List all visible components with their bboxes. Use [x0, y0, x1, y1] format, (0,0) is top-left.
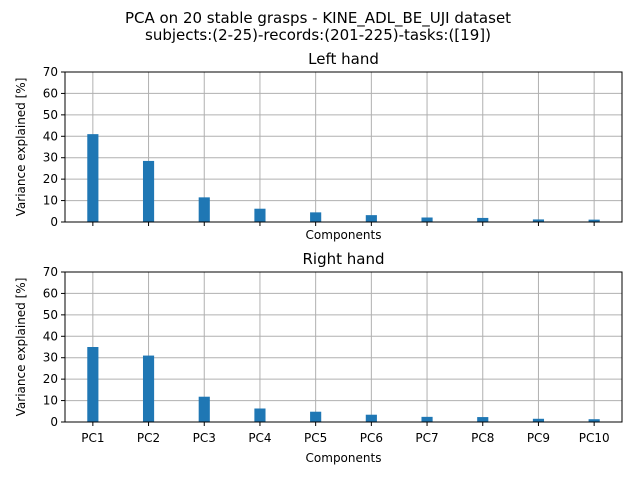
left-hand-ytick-label: 30 — [43, 151, 58, 165]
left-hand-bar-pc9 — [532, 219, 545, 222]
right-hand-xtick-label-pc4: PC4 — [248, 431, 271, 445]
left-hand-ytick-label: 60 — [43, 86, 58, 100]
left-hand-ytick-label: 50 — [43, 108, 58, 122]
left-hand-ytick-label: 20 — [43, 172, 58, 186]
right-hand-bar-pc10 — [588, 419, 600, 422]
right-hand-bar-pc7 — [421, 416, 433, 422]
right-hand-xtick-label-pc3: PC3 — [193, 431, 216, 445]
left-hand-bar-pc7 — [421, 217, 433, 222]
left-hand-axes-frame — [64, 71, 623, 223]
right-hand-bar-pc3 — [198, 396, 210, 422]
right-hand-xtick-label-pc10: PC10 — [579, 431, 610, 445]
figure-suptitle-line1: PCA on 20 stable grasps - KINE_ADL_BE_UJ… — [125, 9, 511, 28]
left-hand-bar-pc4 — [254, 208, 266, 222]
right-hand-panel: 0 10 20 30 40 50 60 70 PC1 PC2 PC3 PC4 PC5 PC6 PC7 PC8 P… — [14, 250, 623, 465]
left-hand-panel: 0 10 20 30 40 50 60 70 Left hand Components Varian… — [14, 50, 623, 242]
right-hand-bar-pc2 — [142, 355, 155, 422]
left-hand-axes-title: Left hand — [308, 50, 379, 68]
right-hand-xtick-label-pc1: PC1 — [81, 431, 104, 445]
right-hand-bar-pc1 — [87, 347, 99, 422]
right-hand-bar-pc5 — [310, 411, 322, 422]
right-hand-ytick-label: 70 — [43, 265, 58, 279]
right-hand-axes-frame — [64, 271, 623, 423]
right-hand-ytick-label: 40 — [43, 329, 58, 343]
right-hand-xtick-label-pc2: PC2 — [137, 431, 160, 445]
left-hand-ytick-label: 40 — [43, 129, 58, 143]
left-hand-xlabel: Components — [306, 228, 382, 242]
right-hand-xtick-label-pc6: PC6 — [360, 431, 383, 445]
left-hand-bar-pc2 — [142, 160, 155, 222]
right-hand-ytick-label: 50 — [43, 308, 58, 322]
right-hand-ytick-label: 0 — [50, 415, 58, 429]
right-hand-bar-pc6 — [365, 414, 377, 422]
right-hand-axes-title: Right hand — [303, 250, 385, 268]
right-hand-xtick-label-pc9: PC9 — [527, 431, 550, 445]
figure-suptitle-line2: subjects:(2-25)-records:(201-225)-tasks:… — [145, 26, 491, 44]
left-hand-ytick-label: 70 — [43, 65, 58, 79]
left-hand-ylabel: Variance explained [%] — [14, 78, 28, 217]
left-hand-ytick-label: 0 — [50, 215, 58, 229]
right-hand-ytick-label: 10 — [43, 394, 58, 408]
left-hand-bar-pc5 — [310, 212, 322, 222]
right-hand-xlabel: Components — [306, 451, 382, 465]
left-hand-bar-pc8 — [477, 217, 489, 222]
right-hand-ytick-label: 60 — [43, 286, 58, 300]
right-hand-xtick-label-pc7: PC7 — [415, 431, 438, 445]
left-hand-ytick-label: 10 — [43, 194, 58, 208]
right-hand-xtick-label-pc5: PC5 — [304, 431, 327, 445]
left-hand-bar-pc1 — [87, 134, 99, 222]
right-hand-bar-pc9 — [532, 418, 545, 422]
right-hand-ytick-label: 30 — [43, 351, 58, 365]
right-hand-ylabel: Variance explained [%] — [14, 278, 28, 417]
left-hand-bar-pc10 — [588, 219, 600, 222]
left-hand-bar-pc3 — [198, 197, 210, 222]
right-hand-xtick-label-pc8: PC8 — [471, 431, 494, 445]
right-hand-bar-pc4 — [254, 408, 266, 422]
right-hand-bar-pc8 — [477, 417, 489, 422]
right-hand-ytick-label: 20 — [43, 372, 58, 386]
left-hand-bar-pc6 — [365, 215, 377, 222]
